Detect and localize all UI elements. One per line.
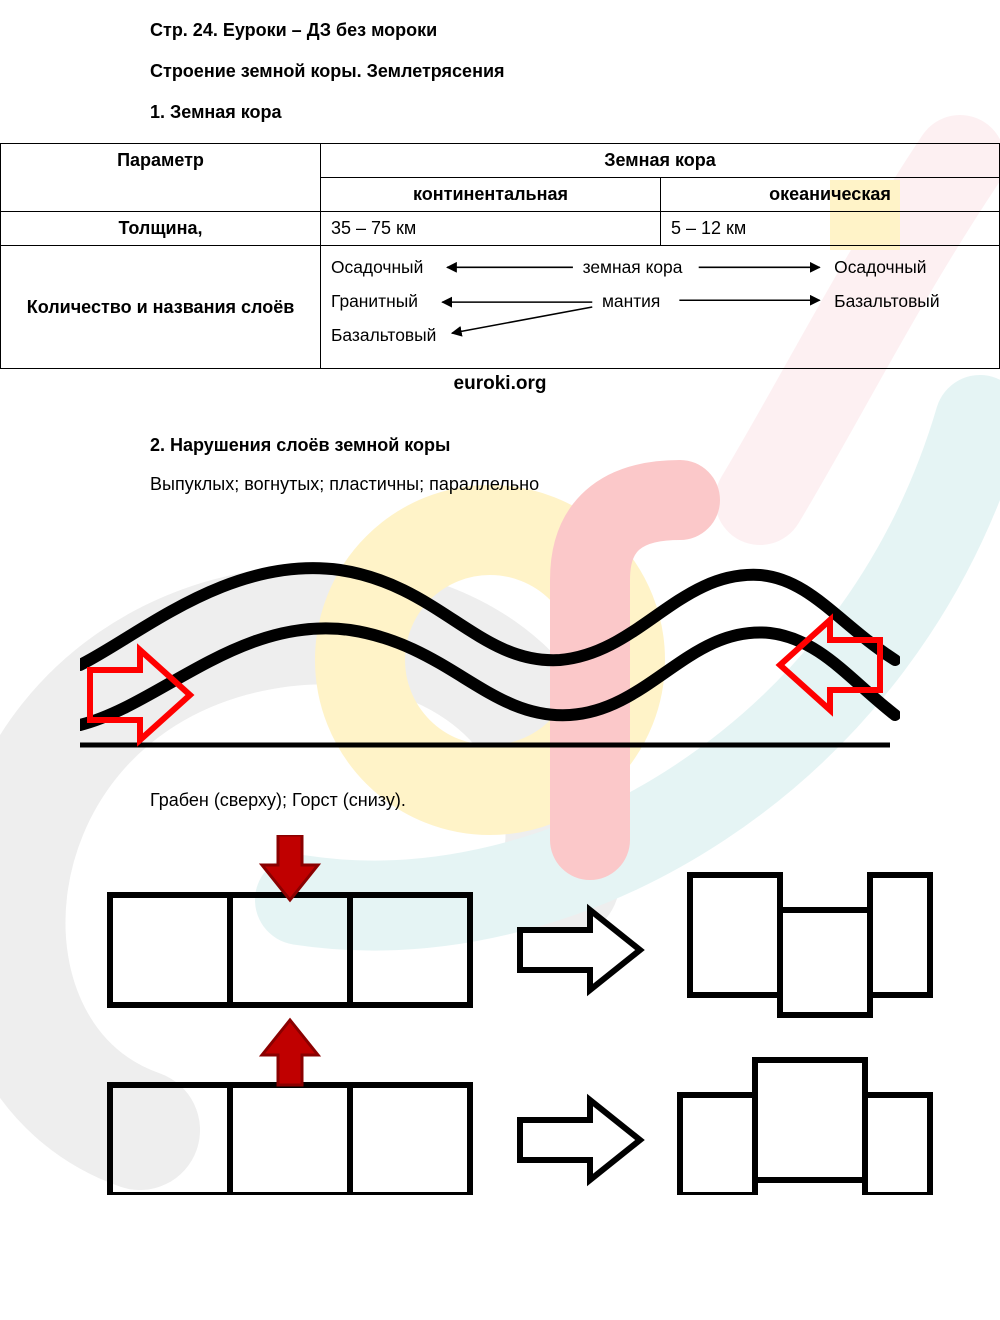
layer-text: Осадочный — [331, 257, 423, 277]
layer-text: Базальтовый — [834, 291, 939, 311]
section2-answers: Выпуклых; вогнутых; пластичны; параллель… — [0, 474, 1000, 495]
layers-arrows-diagram: Осадочный Гранитный Базальтовый земная к… — [331, 252, 989, 362]
crust-table: Параметр Земная кора континентальная оке… — [0, 143, 1000, 369]
topic-title: Строение земной коры. Землетрясения — [0, 61, 1000, 82]
layer-text: земная кора — [583, 257, 683, 277]
transform-arrow-icon — [520, 910, 640, 990]
layers-diagram-cell: Осадочный Гранитный Базальтовый земная к… — [321, 246, 1000, 369]
graben-horst-diagram — [100, 835, 940, 1195]
graben-before — [110, 895, 470, 1005]
site-label: euroki.org — [0, 373, 1000, 395]
layer-text: мантия — [602, 291, 660, 311]
graben-label: Грабен (сверху); Горст (снизу). — [0, 790, 1000, 811]
horst-before — [110, 1085, 470, 1195]
layer-text: Гранитный — [331, 291, 418, 311]
transform-arrow-icon — [520, 1100, 640, 1180]
graben-after — [690, 875, 930, 1015]
horst-after — [680, 1060, 930, 1195]
layers-label: Количество и названия слоёв — [1, 246, 321, 369]
up-arrow-icon — [262, 1020, 318, 1085]
layer-text: Осадочный — [834, 257, 926, 277]
layer-text: Базальтовый — [331, 325, 436, 345]
col-oceanic: океаническая — [661, 178, 1000, 212]
col-continental: континентальная — [321, 178, 661, 212]
down-arrow-icon — [262, 835, 318, 900]
thickness-oceanic: 5 – 12 км — [661, 212, 1000, 246]
section1-title: 1. Земная кора — [0, 102, 1000, 123]
param-header: Параметр — [1, 144, 321, 212]
crust-header: Земная кора — [321, 144, 1000, 178]
thickness-label: Толщина, — [1, 212, 321, 246]
thickness-continental: 35 – 75 км — [321, 212, 661, 246]
fold-diagram — [80, 545, 900, 760]
page-line: Стр. 24. Еуроки – ДЗ без мороки — [0, 20, 1000, 41]
section2-title: 2. Нарушения слоёв земной коры — [0, 435, 1000, 456]
